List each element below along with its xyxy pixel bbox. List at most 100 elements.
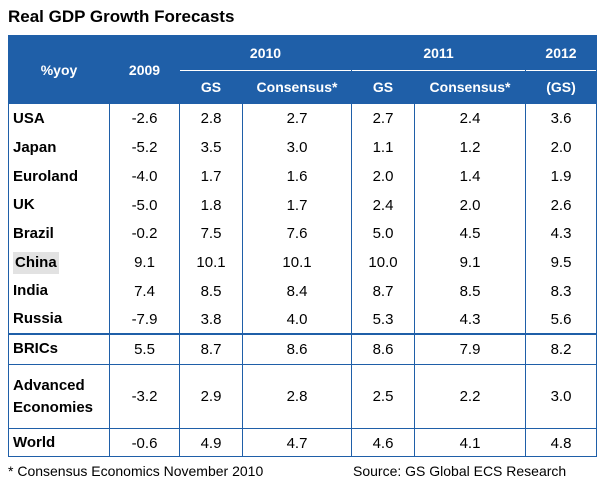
table-cell: 4.7: [286, 434, 308, 452]
table-cell: 9.5: [550, 254, 572, 271]
grid-line: [242, 71, 243, 457]
table-cell: 4.3: [550, 225, 572, 242]
grid-line: [109, 35, 110, 457]
table-cell: 8.4: [286, 282, 308, 300]
table-cell: 5.0: [372, 225, 394, 242]
table-cell: -3.2: [131, 388, 158, 405]
table-cell: 2.5: [372, 388, 394, 405]
table-cell: 4.0: [286, 310, 308, 328]
table-cell: 4.8: [550, 434, 572, 452]
table-cell: 8.7: [200, 340, 222, 358]
header-2012-gs: (GS): [526, 71, 596, 103]
table-cell: 1.6: [286, 168, 308, 185]
row-label-text: World: [13, 434, 56, 451]
header-2012: 2012: [526, 36, 596, 70]
table-cell: 4.5: [459, 225, 481, 242]
table-cell: 7.5: [200, 225, 222, 242]
table-cell: 3.5: [200, 139, 222, 156]
grid-line: [8, 364, 597, 365]
chart-title: Real GDP Growth Forecasts: [8, 7, 235, 26]
table-cell: 1.9: [550, 168, 572, 185]
table-cell: 2.0: [550, 139, 572, 156]
table-cell: 8.5: [459, 282, 481, 300]
table-cell: 2.8: [286, 388, 308, 405]
table-cell: 1.7: [286, 196, 308, 214]
table-cell: 4.6: [372, 434, 394, 452]
header-2011: 2011: [352, 36, 525, 70]
grid-line: [8, 333, 597, 335]
table-cell: 10.0: [368, 254, 398, 271]
table-cell: 1.4: [459, 168, 481, 185]
grid-line: [351, 35, 352, 457]
grid-line: [8, 428, 597, 429]
table-cell: 4.3: [459, 310, 481, 328]
table-cell: 2.4: [459, 110, 481, 127]
table-cell: 7.6: [286, 225, 308, 242]
table-cell: 1.2: [459, 139, 481, 156]
table-cell: 2.7: [286, 110, 308, 127]
row-label: Advanced Economies: [9, 365, 109, 428]
row-label-text: USA: [13, 109, 45, 127]
footnote-source: Source: GS Global ECS Research: [353, 463, 567, 479]
footnote-consensus: * Consensus Economics November 2010: [8, 463, 264, 479]
table-cell: 5.3: [372, 310, 394, 328]
row-label-text: Japan: [13, 138, 57, 156]
row-label-line: Economies: [13, 398, 94, 416]
table-cell: 3.0: [286, 139, 308, 156]
table-cell: 9.1: [459, 254, 481, 271]
row-label-text: China: [13, 251, 59, 274]
row-label: UK: [9, 191, 109, 219]
table-cell: 9.1: [134, 254, 155, 271]
row-label: Japan: [9, 133, 109, 162]
table-cell: 10.1: [282, 254, 312, 271]
table-cell: 10.1: [196, 254, 226, 271]
header-2010-gs: GS: [180, 71, 242, 103]
row-label-text: Euroland: [13, 167, 79, 185]
grid-line: [179, 35, 180, 457]
row-label: World: [9, 429, 109, 457]
header-2010-consensus: Consensus*: [243, 71, 351, 103]
table-cell: 8.3: [550, 282, 572, 300]
table-cell: 3.8: [200, 310, 222, 328]
grid-line: [525, 35, 526, 457]
table-cell: -5.0: [131, 196, 158, 214]
table-cell: -0.2: [131, 225, 158, 242]
table-cell: 2.0: [459, 196, 481, 214]
row-label: USA: [9, 104, 109, 133]
table-cell: 2.0: [372, 168, 394, 185]
header-row-label: %yoy: [9, 36, 109, 103]
table-cell: 4.1: [459, 434, 481, 452]
table-cell: 1.1: [372, 139, 394, 156]
header-2011-consensus: Consensus*: [415, 71, 525, 103]
table-cell: 4.9: [200, 434, 222, 452]
row-label-text: India: [13, 282, 49, 299]
row-label: Euroland: [9, 162, 109, 191]
table-cell: 5.5: [134, 340, 155, 358]
row-label: China: [9, 248, 109, 277]
table-cell: 2.8: [200, 110, 222, 127]
table-cell: 1.7: [200, 168, 222, 185]
table-cell: 7.9: [459, 340, 481, 358]
table-cell: 5.6: [550, 310, 572, 328]
table-cell: 2.2: [459, 388, 481, 405]
header-2011-gs: GS: [352, 71, 414, 103]
table-cell: -5.2: [131, 139, 158, 156]
row-label-line: Advanced: [13, 376, 85, 394]
table-cell: 7.4: [134, 282, 155, 300]
table-cell: -0.6: [131, 434, 158, 452]
row-label-text: Russia: [13, 310, 63, 327]
forecast-table: [8, 35, 597, 457]
table-cell: 8.5: [200, 282, 222, 300]
row-label-text: BRICs: [13, 340, 59, 357]
table-cell: 8.2: [550, 340, 572, 358]
table-cell: 3.0: [550, 388, 572, 405]
row-label: India: [9, 277, 109, 305]
table-cell: 2.4: [372, 196, 394, 214]
row-label-text: Brazil: [13, 224, 54, 242]
table-cell: -2.6: [131, 110, 158, 127]
table-cell: 1.8: [200, 196, 222, 214]
row-label: Russia: [9, 305, 109, 333]
table-cell: 8.6: [286, 340, 308, 358]
header-2010: 2010: [180, 36, 351, 70]
table-cell: -4.0: [131, 168, 158, 185]
